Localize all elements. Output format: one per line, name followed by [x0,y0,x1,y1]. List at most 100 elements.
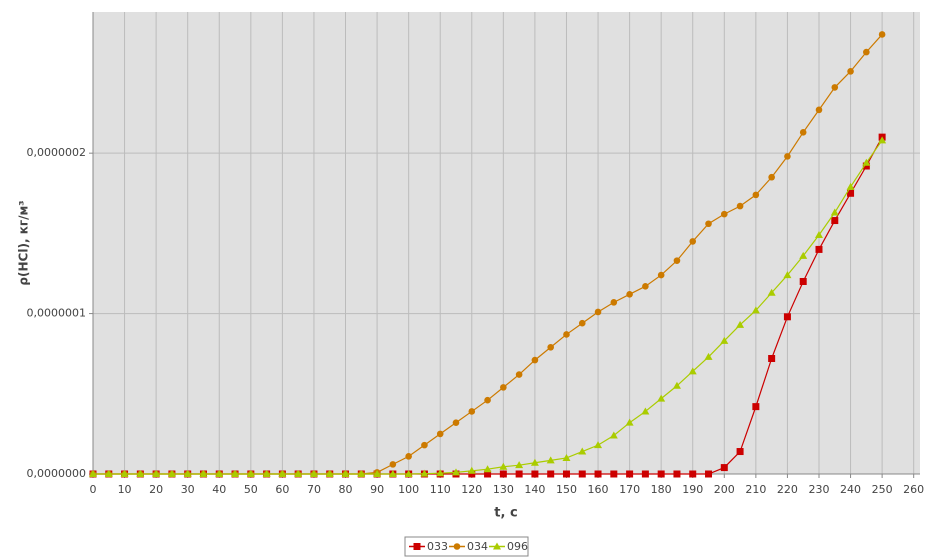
data-point [609,431,618,439]
data-point [183,470,192,477]
data-point [547,470,555,478]
data-point [767,288,776,296]
data-point [736,202,744,210]
y-tick-label: 0,0000002 [27,146,87,159]
data-point [578,447,587,455]
x-tick-label: 150 [556,483,577,496]
data-point [467,466,476,474]
data-point [89,470,97,477]
data-point [531,356,539,364]
legend [404,536,529,557]
x-tick-label: 130 [493,483,514,496]
data-point [294,470,303,477]
data-point [515,470,523,478]
data-point [594,470,602,478]
data-point [531,470,539,478]
data-point [578,319,586,327]
data-point [421,441,428,449]
data-point [705,220,712,228]
x-tick-label: 260 [903,483,924,496]
data-point [246,470,255,477]
x-tick-label: 70 [307,483,321,496]
data-point [152,470,161,477]
data-point [436,469,445,477]
data-point [768,355,776,362]
data-point [688,367,697,375]
x-axis-label: t, c [494,506,517,521]
data-point [625,418,634,426]
x-tick-label: 140 [524,483,545,496]
data-point [673,257,681,264]
data-point [373,470,382,477]
plot-area [93,12,920,474]
data-point [831,217,839,225]
data-point [705,470,713,478]
data-point [199,470,208,477]
data-point [167,470,176,477]
data-point [309,470,318,477]
data-point [689,238,697,245]
data-point [799,129,807,136]
data-point [451,468,460,476]
data-point [389,461,397,468]
data-point [704,352,713,360]
legend-label: 096 [507,540,528,553]
y-tick-label: 0,0000000 [27,467,87,480]
data-point [357,470,366,477]
legend-label: 034 [467,540,488,553]
data-point [847,189,855,197]
data-point [720,210,728,218]
x-tick-label: 100 [398,483,419,496]
x-tick-label: 120 [461,483,482,496]
data-point [388,470,397,477]
data-point [578,470,586,478]
x-tick-label: 0 [90,483,97,496]
data-point [736,448,744,456]
data-point [863,48,870,56]
data-point [468,408,476,415]
data-point [642,283,649,290]
data-point [672,381,681,389]
data-point [878,31,886,38]
data-point [799,278,807,285]
data-point [862,162,870,170]
x-tick-label: 110 [430,483,451,496]
data-point [751,306,760,314]
data-point [610,470,618,478]
data-point [499,462,508,470]
data-point [657,271,665,279]
legend-label: 033 [427,540,448,553]
data-point [657,394,666,402]
x-tick-label: 200 [714,483,735,496]
data-point [562,453,571,461]
y-axis-label: ρ(HCl), кг/м³ [17,200,31,285]
data-point [515,461,524,469]
data-point [231,470,240,477]
data-point [530,458,539,466]
data-point [484,396,491,404]
data-point [878,136,887,144]
data-point [515,371,523,378]
data-point [752,191,760,199]
data-point [215,470,224,477]
data-point [783,271,792,279]
data-point [468,470,476,478]
data-point [563,331,570,338]
data-point [594,308,602,316]
data-point [814,230,823,238]
data-point [436,430,444,438]
x-tick-label: 90 [370,483,384,496]
data-point [847,68,854,75]
y-tick-label: 0,0000001 [27,307,87,320]
data-point [768,173,775,181]
data-point [720,336,729,344]
data-point [783,313,791,321]
data-point [500,384,507,391]
x-tick-label: 30 [181,483,195,496]
x-tick-label: 20 [149,483,163,496]
data-point [689,470,697,478]
data-point [815,106,823,114]
data-point [104,470,113,477]
data-point [830,208,839,216]
